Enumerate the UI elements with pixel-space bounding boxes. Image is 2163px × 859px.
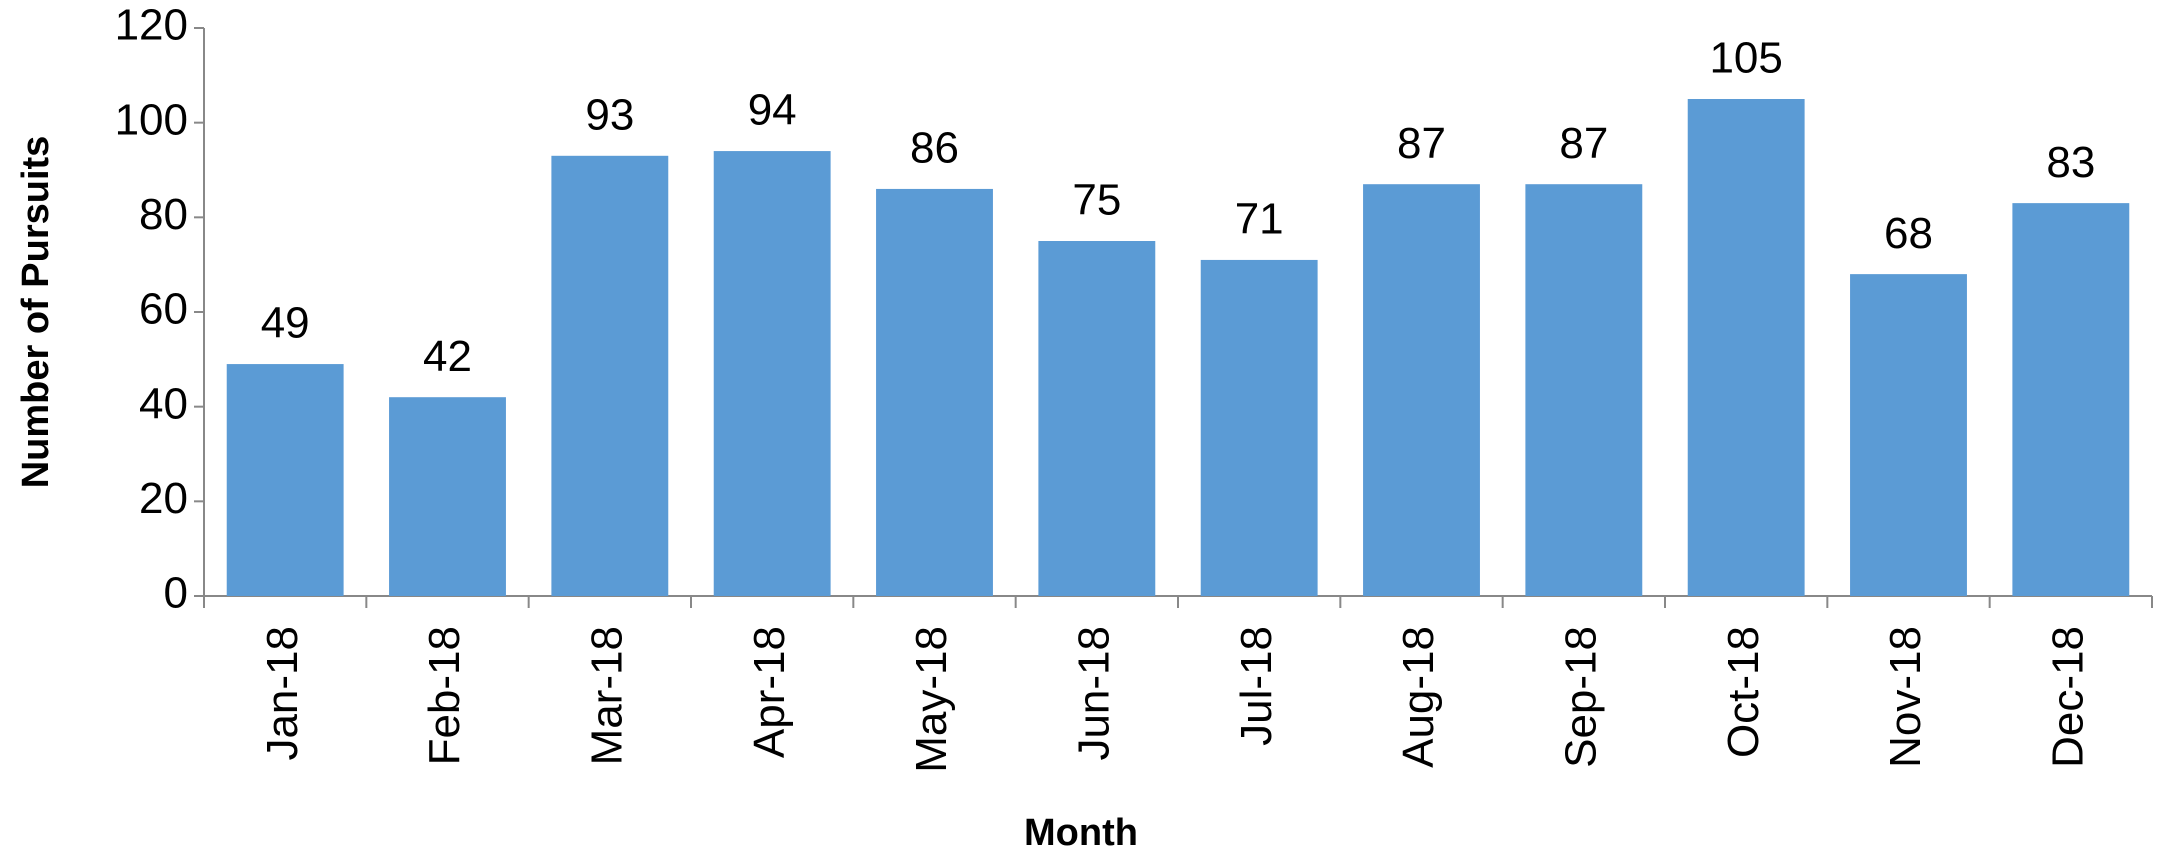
y-tick-label: 120 (115, 1, 188, 50)
y-tick-label: 80 (139, 190, 188, 239)
x-tick-label: Nov-18 (1881, 626, 1930, 768)
x-axis-title: Month (1024, 812, 1138, 854)
bar (876, 188, 993, 596)
data-label: 68 (1884, 209, 1933, 258)
bar (389, 397, 506, 596)
bar (1850, 274, 1967, 596)
data-label: 105 (1709, 34, 1782, 83)
x-tick-label: Apr-18 (745, 626, 794, 758)
data-label: 75 (1072, 176, 1121, 225)
bar (2012, 203, 2130, 596)
data-label: 87 (1397, 119, 1446, 168)
x-tick-label: Jul-18 (1232, 626, 1281, 746)
y-axis-title: Number of Pursuits (15, 136, 57, 489)
y-tick-label: 100 (115, 95, 188, 144)
data-label: 71 (1235, 195, 1284, 244)
data-label: 93 (585, 90, 634, 139)
y-tick-label: 0 (164, 569, 188, 618)
bar (1525, 184, 1643, 596)
data-label: 87 (1559, 119, 1608, 168)
bar (551, 155, 669, 597)
x-tick-label: May-18 (907, 626, 956, 773)
y-tick-label: 40 (139, 379, 188, 428)
x-tick-label: Jan-18 (258, 626, 307, 761)
bar (1038, 241, 1156, 596)
x-tick-label: Oct-18 (1719, 626, 1768, 758)
data-label: 94 (748, 86, 797, 135)
data-label: 83 (2046, 138, 2095, 187)
data-label: 42 (423, 332, 472, 381)
y-tick-label: 20 (139, 474, 188, 523)
x-tick-label: Mar-18 (582, 626, 631, 765)
x-tick-label: Feb-18 (420, 626, 469, 765)
bar (1200, 259, 1318, 596)
x-tick-label: Jun-18 (1069, 626, 1118, 761)
bar (1363, 184, 1480, 596)
data-label: 49 (261, 299, 310, 348)
bar (713, 151, 831, 597)
x-tick-label: Sep-18 (1556, 626, 1605, 768)
x-tick-label: Aug-18 (1394, 626, 1443, 768)
y-tick-label: 60 (139, 285, 188, 334)
x-tick-label: Dec-18 (2043, 626, 2092, 768)
bar (226, 364, 344, 596)
bar (1687, 99, 1805, 596)
data-label: 86 (910, 124, 959, 173)
